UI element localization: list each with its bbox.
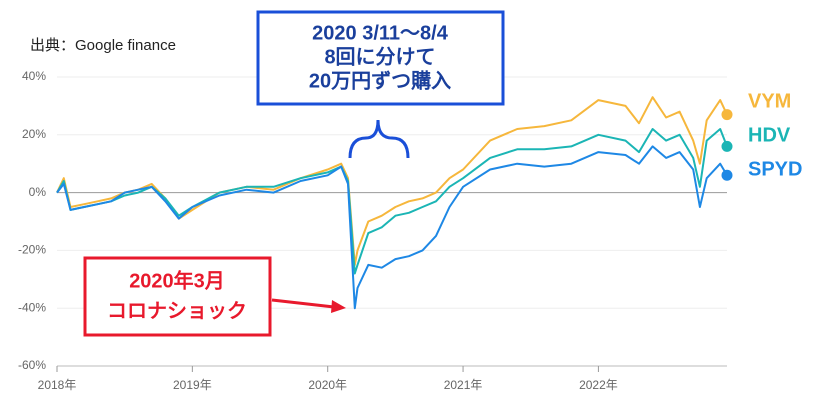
legend-label: HDV (748, 124, 791, 146)
crash-note: 2020年3月 (129, 268, 225, 292)
buy-note: 8回に分けて (324, 45, 435, 68)
series-line (56, 128, 728, 275)
buy-note-box (256, 10, 505, 106)
series-line (56, 96, 728, 266)
y-tick-label: -60% (18, 358, 46, 372)
crash-note: コロナショック (107, 299, 247, 322)
end-point (721, 169, 733, 181)
crash-note-box (83, 256, 272, 337)
y-tick-label: 0% (29, 185, 47, 199)
buy-note: 20万円ずつ購入 (309, 68, 451, 92)
x-tick-label: 2022年 (579, 378, 618, 392)
y-tick-label: 40% (22, 69, 46, 83)
plot: -60% -40% -20% 0% 20% 40% 2018年 2019年 2020年 2021年… (18, 69, 802, 392)
buy-note: 2020 3/11〜8/4 (312, 22, 449, 44)
y-tick-label: -20% (18, 243, 46, 257)
end-point (721, 140, 733, 152)
x-tick-label: 2020年 (308, 378, 347, 392)
x-tick-label: 2021年 (444, 378, 483, 392)
brace (348, 119, 410, 159)
x-tick-label: 2018年 (38, 378, 77, 392)
arrow-head (331, 300, 346, 313)
y-tick-label: -40% (18, 300, 46, 314)
source: 出典：Google finance (30, 37, 176, 54)
y-tick-label: 20% (22, 127, 46, 141)
series-line (56, 145, 728, 310)
arrow (271, 298, 335, 309)
legend-label: VYM (748, 90, 791, 112)
legend-label: SPYD (748, 158, 802, 180)
end-point (721, 109, 733, 121)
x-tick-label: 2019年 (173, 378, 212, 392)
